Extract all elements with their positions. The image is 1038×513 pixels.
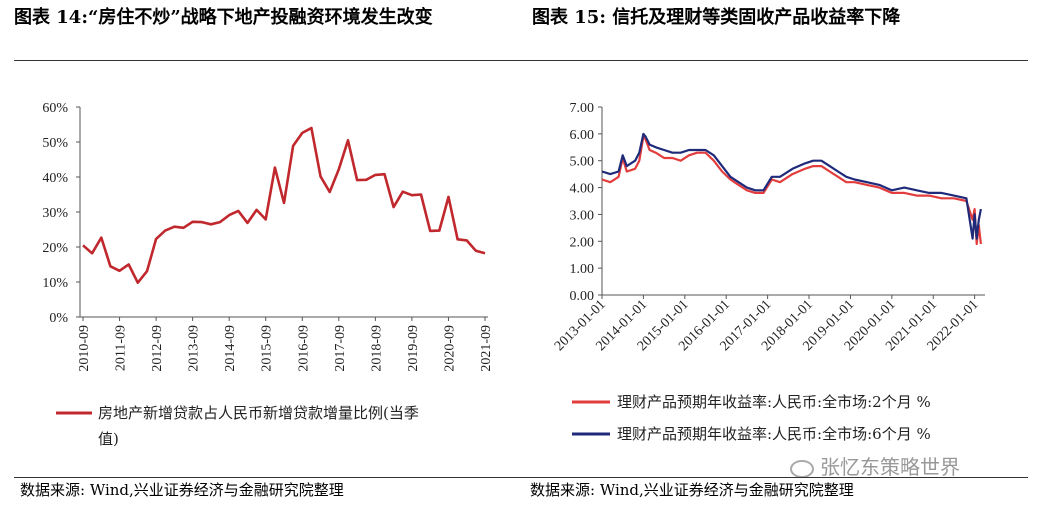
y-tick-label: 20%: [42, 241, 68, 256]
x-tick-label: 2020-09: [442, 325, 457, 372]
y-tick-label: 5.00: [570, 155, 595, 170]
x-tick-label: 2018-09: [369, 325, 384, 372]
y-tick-label: 10%: [42, 276, 68, 291]
right-source-note: 数据来源: Wind,兴业证券经济与金融研究院整理: [530, 481, 854, 499]
x-tick-label: 2013-09: [187, 325, 202, 372]
bottom-divider: [14, 477, 1028, 478]
y-tick-label: 7.00: [570, 101, 595, 116]
x-tick-label: 2011-09: [114, 325, 129, 371]
wechat-icon: [790, 459, 814, 478]
y-tick-label: 4.00: [570, 182, 595, 197]
watermark-text: 张忆东策略世界: [820, 455, 960, 479]
x-tick-label: 2019-09: [406, 325, 421, 372]
series-line-housing-loan-share: [82, 126, 486, 284]
right-chart-title: 图表 15: 信托及理财等类固收产品收益率下降: [532, 7, 901, 28]
y-tick-label: 1.00: [570, 262, 595, 277]
series-line-2-month-yield: [601, 135, 982, 246]
left-source-note: 数据来源: Wind,兴业证券经济与金融研究院整理: [20, 481, 344, 499]
y-tick-label: 2.00: [570, 235, 595, 250]
x-tick-label: 2015-09: [260, 325, 275, 372]
y-tick-label: 0%: [49, 311, 68, 326]
x-tick-label: 2021-09: [479, 325, 494, 372]
x-tick-label: 2017-09: [333, 325, 348, 372]
legend-label: 理财产品预期年收益率:人民币:全市场:6个月 %: [617, 425, 931, 443]
left-chart-title: 图表 14:“房住不炒”战略下地产投融资环境发生改变: [14, 7, 433, 28]
x-tick-label: 2012-09: [150, 325, 165, 372]
x-tick-label: 2014-09: [223, 325, 238, 372]
series-line-6-month-yield: [601, 132, 982, 240]
x-tick-label: 2016-09: [296, 325, 311, 372]
right-line-chart: 0.001.002.003.004.005.006.007.002013-01-…: [552, 101, 985, 443]
left-line-chart: 0% 10% 20% 30% 40% 50% 60% 2010-09 2011-09 2012-0…: [42, 101, 494, 448]
watermark: 张忆东策略世界: [790, 451, 960, 480]
y-tick-label: 40%: [42, 171, 68, 186]
top-divider: [14, 60, 1028, 61]
x-tick-label: 2010-09: [77, 325, 92, 372]
y-tick-label: 6.00: [570, 128, 595, 143]
y-tick-label: 3.00: [570, 208, 595, 223]
legend-label-line1: 房地产新增贷款占人民币新增贷款增量比例(当季: [98, 404, 419, 422]
y-tick-label: 50%: [42, 136, 68, 151]
legend-label-line2: 值): [98, 430, 119, 448]
y-tick-label: 30%: [42, 206, 68, 221]
y-tick-label: 0.00: [570, 289, 595, 304]
legend-label: 理财产品预期年收益率:人民币:全市场:2个月 %: [617, 393, 931, 411]
y-tick-label: 60%: [42, 101, 68, 116]
